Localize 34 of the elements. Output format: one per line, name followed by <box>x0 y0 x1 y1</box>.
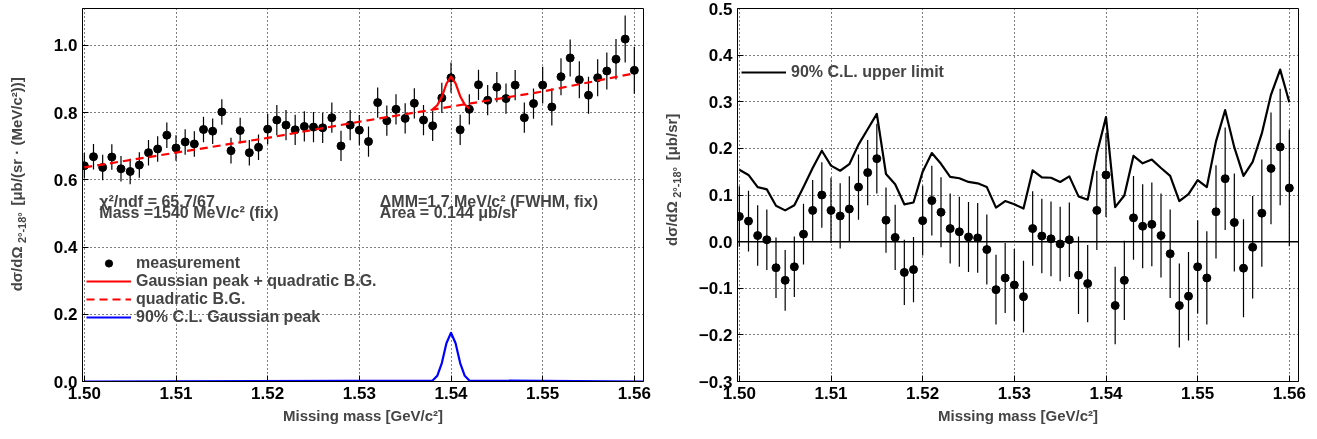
x-tick-label: 1.52 <box>906 383 940 403</box>
y-tick-label: −0.2 <box>698 325 733 345</box>
x-tick-label: 1.54 <box>1089 383 1124 403</box>
x-tick-label: 1.53 <box>342 383 376 403</box>
x-tick-label: 1.56 <box>1272 383 1306 403</box>
x-tick-label: 1.51 <box>159 383 193 403</box>
x-tick-label: 1.52 <box>251 383 285 403</box>
x-tick-label: 1.53 <box>997 383 1031 403</box>
legend-label: 90% C.L. Gaussian peak <box>136 308 321 326</box>
y-tick-label: 0.2 <box>53 305 78 325</box>
y-tick-label: 0.0 <box>708 232 733 252</box>
y-tick-label: 0.3 <box>708 92 733 112</box>
x-tick-label: 1.56 <box>617 383 651 403</box>
legend-label: Gaussian peak + quadratic B.G. <box>136 272 377 290</box>
y-tick-label: 0.5 <box>708 0 733 19</box>
y-tick-label: 1.0 <box>53 36 78 56</box>
y-tick-label: 0.2 <box>708 139 733 159</box>
legend-label: quadratic B.G. <box>136 290 246 308</box>
x-tick-label: 1.55 <box>526 383 560 403</box>
y-axis-title: dσ/dΩ2°-18° [μb/sr] <box>663 113 683 247</box>
y-tick-label: 0.8 <box>53 103 78 123</box>
y-tick-label: 0.4 <box>53 238 79 258</box>
x-tick-label: 1.51 <box>814 383 848 403</box>
y-tick-label: 0.4 <box>708 46 734 66</box>
x-axis-title: Missing mass [GeV/c²] <box>282 406 444 424</box>
x-tick-label: 1.55 <box>1181 383 1215 403</box>
y-tick-label: 0.6 <box>53 170 78 190</box>
legend-label: 90% C.L. upper limit <box>791 63 944 81</box>
x-axis-title: Missing mass [GeV/c²] <box>937 406 1099 424</box>
y-axis-title: dσ/dΩ2°-18° [μb/(sr · (MeV/c²))] <box>8 77 28 292</box>
y-tick-label: 0.1 <box>708 186 733 205</box>
legend-label: measurement <box>136 254 241 272</box>
x-tick-label: 1.54 <box>434 383 469 403</box>
y-tick-label: −0.1 <box>698 279 733 299</box>
